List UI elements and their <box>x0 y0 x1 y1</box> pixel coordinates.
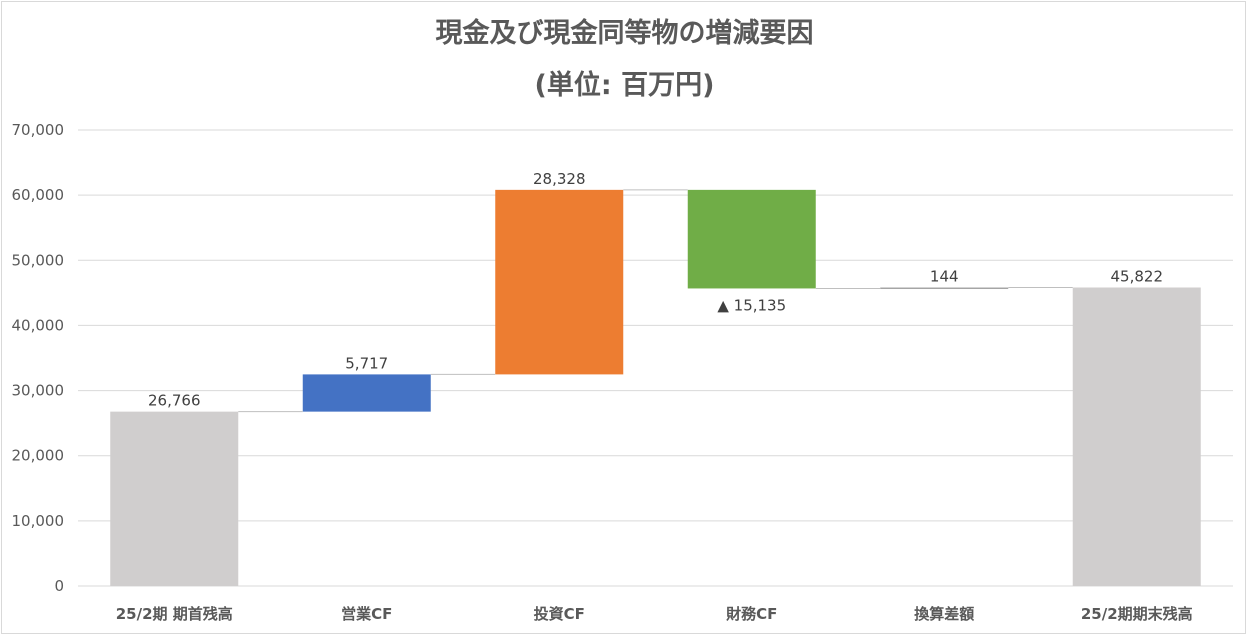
chart-subtitle: (単位: 百万円) <box>534 70 715 101</box>
category-label: 25/2期期末残高 <box>1081 605 1193 623</box>
data-label: 5,717 <box>345 354 388 372</box>
data-label: 144 <box>930 268 959 286</box>
data-label: ▲ 15,135 <box>717 296 786 314</box>
chart-title: 現金及び現金同等物の増減要因 <box>435 18 814 49</box>
y-tick-label: 0 <box>54 577 64 595</box>
y-tick-label: 70,000 <box>12 121 65 139</box>
bar <box>687 189 816 289</box>
data-label: 28,328 <box>533 170 586 188</box>
y-tick-label: 10,000 <box>12 512 65 530</box>
y-tick-label: 20,000 <box>12 447 65 465</box>
category-label: 営業CF <box>341 605 392 623</box>
category-label: 換算差額 <box>914 605 974 623</box>
bar <box>302 374 431 412</box>
bar <box>495 189 624 375</box>
data-label: 26,766 <box>148 392 201 410</box>
data-label: 45,822 <box>1111 268 1164 286</box>
category-label: 投資CF <box>534 605 585 623</box>
category-label: 財務CF <box>725 605 777 623</box>
y-tick-label: 30,000 <box>12 382 65 400</box>
bar <box>1072 287 1201 586</box>
bar <box>880 287 1009 290</box>
bar <box>110 411 239 586</box>
y-tick-label: 40,000 <box>12 316 65 334</box>
y-tick-label: 60,000 <box>12 186 65 204</box>
y-tick-label: 50,000 <box>12 251 65 269</box>
category-label: 25/2期 期首残高 <box>116 605 233 623</box>
